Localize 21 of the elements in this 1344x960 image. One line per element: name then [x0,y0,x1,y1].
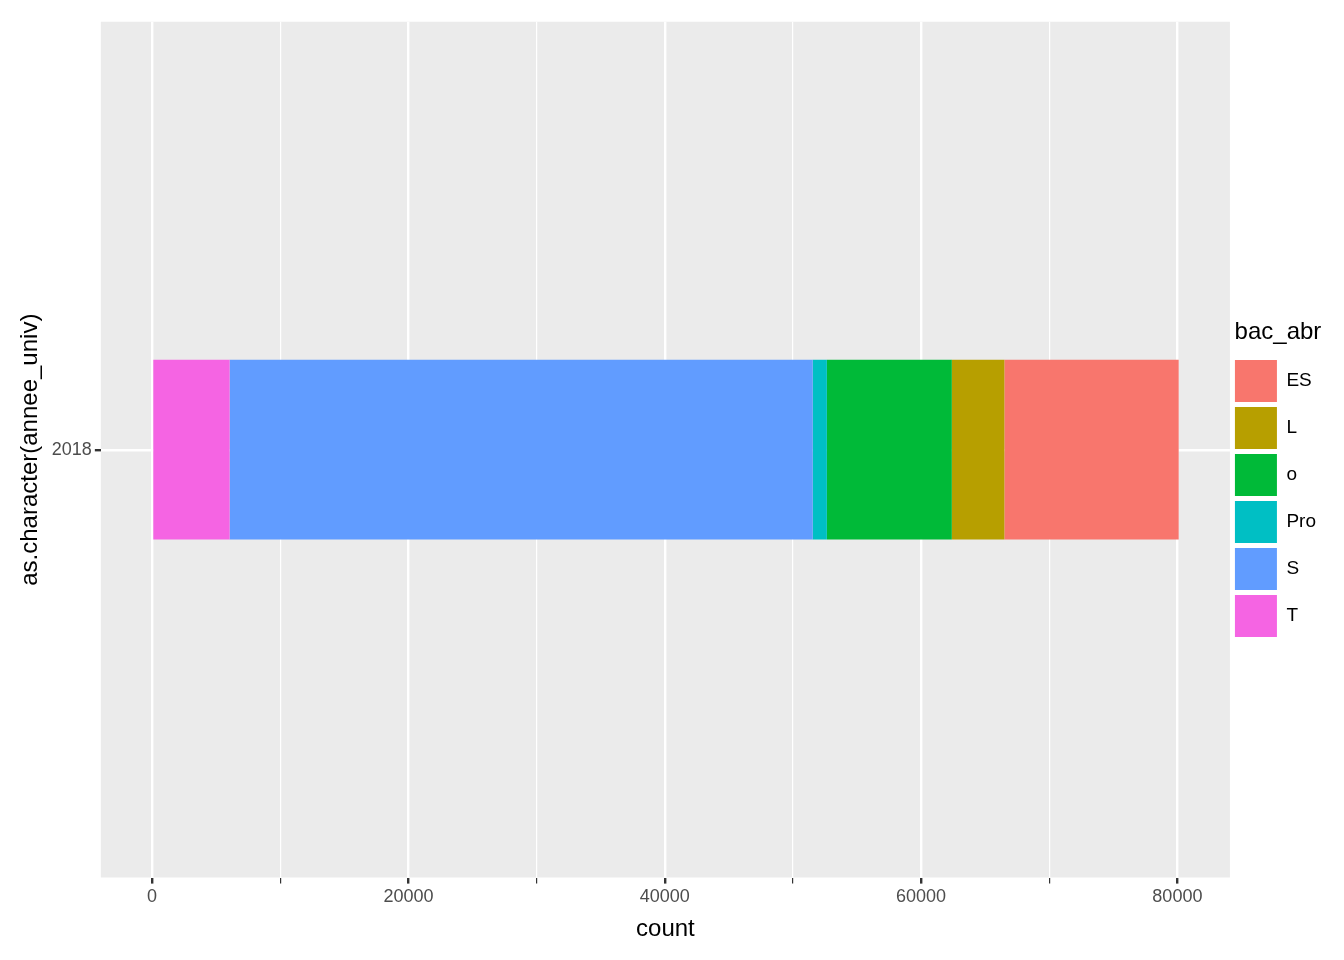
x-tick-label: 40000 [639,886,690,907]
x-tick-label: 80000 [1152,886,1203,907]
bar [826,359,952,540]
x-tick-label: 60000 [896,886,947,907]
bar [153,359,230,540]
x-tick-label: 0 [147,886,158,907]
bar [229,359,813,540]
bar [812,359,827,540]
legend-label: S [1286,557,1300,579]
x-tick-label: 20000 [383,886,434,907]
legend-title: bac_abr [1234,316,1322,344]
x-axis-title: count [636,914,696,942]
legend-label: L [1286,416,1298,438]
y-tick-label: 2018 [51,438,92,459]
legend-label: Pro [1286,510,1317,532]
legend-label: T [1286,604,1299,626]
bar [951,359,1005,540]
legend-label: ES [1286,369,1312,391]
bar [1004,359,1179,540]
y-axis-title: as.character(annee_univ) [15,313,43,586]
legend-label: o [1286,463,1298,485]
